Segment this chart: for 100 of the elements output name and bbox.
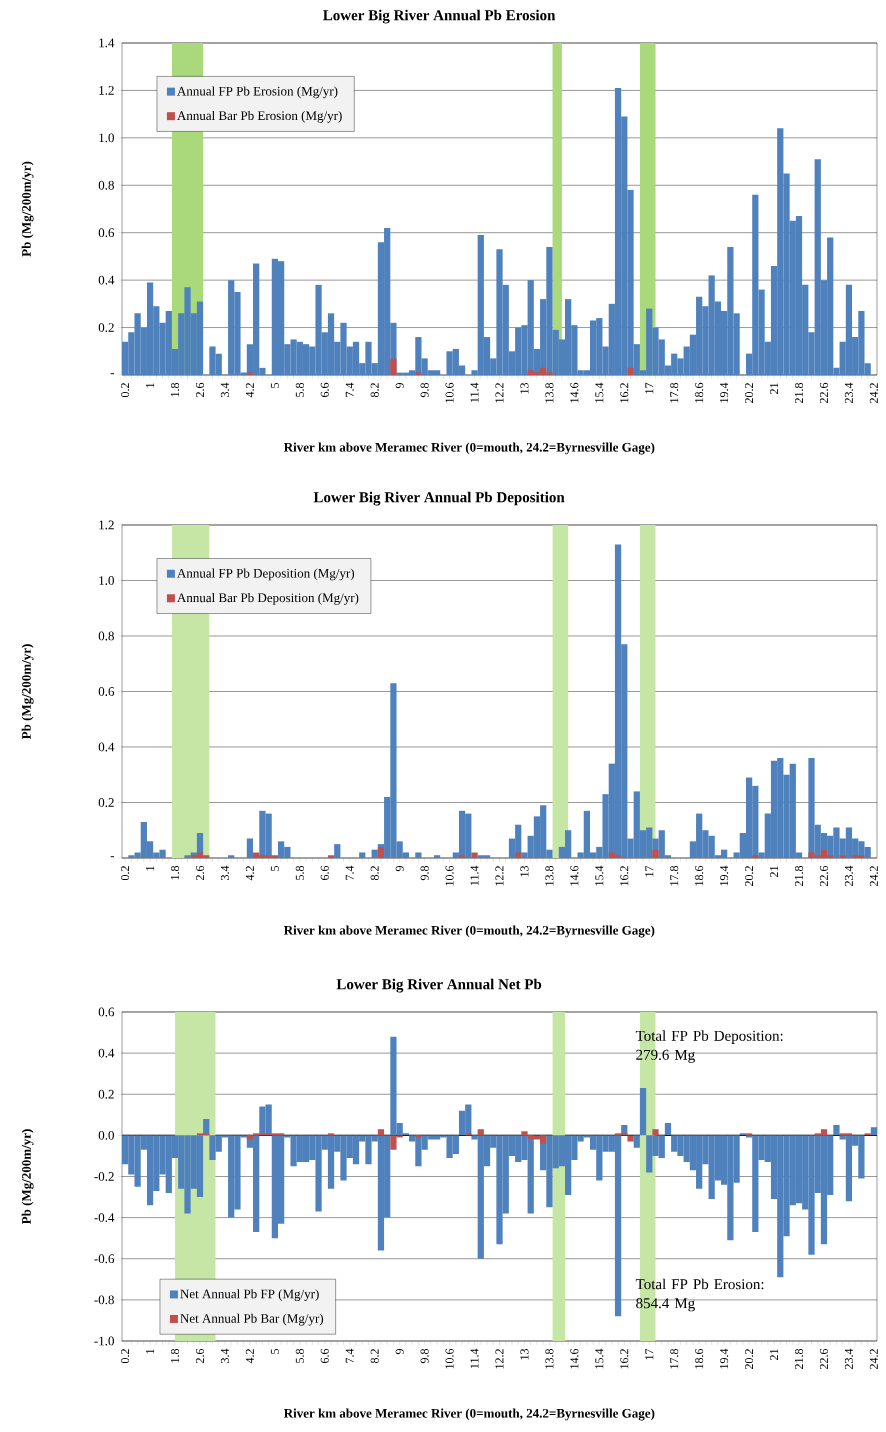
x-tick-label: 0.2	[121, 383, 130, 398]
x-tick-label: 7.4	[345, 865, 354, 880]
y-tick-label: 0.4	[98, 275, 115, 285]
x-tick-label: 1.8	[170, 865, 180, 880]
y-tick-label: 0.6	[98, 1007, 115, 1017]
y-tick-label: 0.4	[98, 742, 115, 752]
x-tick-label: 6.6	[320, 382, 329, 397]
x-tick-label: 14.6	[570, 382, 579, 403]
x-tick-label: 18.6	[695, 1348, 704, 1369]
x-tick-label: 13.8	[545, 1349, 554, 1369]
y-tick-label: -0.6	[94, 1254, 115, 1264]
x-tick-label: 2.6	[195, 1348, 205, 1363]
x-tick-label: 13	[520, 382, 529, 394]
x-tick-label: 10.6	[445, 1348, 454, 1369]
x-tick-label: 3.4	[220, 382, 230, 397]
x-tick-label: 16.2	[620, 383, 629, 403]
x-tick-label: 8.2	[370, 1349, 379, 1364]
x-tick-label: 16.2	[620, 1349, 629, 1369]
legend-label: Annual FP Pb Deposition (Mg/yr)	[177, 568, 355, 581]
x-tick-label: 20.2	[745, 383, 754, 403]
y-tick-label: -	[110, 856, 114, 858]
x-tick-label: 2.6	[195, 865, 205, 880]
x-tick-label: 5.8	[295, 1349, 304, 1363]
x-tick-label: 23.4	[844, 865, 853, 886]
legend-label: Net Annual Pb FP (Mg/yr)	[180, 1289, 319, 1302]
x-tick-label: 24.2	[869, 866, 878, 886]
x-tick-label: 17	[645, 865, 654, 877]
x-tick-label: 15.4	[595, 865, 604, 886]
x-tick-label: 21.8	[794, 1349, 804, 1369]
chart-title: Lower Big River Annual Net Pb	[336, 978, 542, 993]
x-tick-label: 1.8	[170, 382, 180, 397]
x-tick-label: 23.4	[844, 382, 853, 403]
x-tick-label: 4.2	[245, 866, 254, 881]
x-tick-label: 11.4	[470, 382, 479, 403]
legend-label: Annual FP Pb Erosion (Mg/yr)	[177, 86, 338, 99]
y-tick-label: -0.4	[94, 1213, 115, 1223]
x-tick-label: 2.6	[195, 382, 205, 397]
x-tick-label: 17	[645, 382, 654, 394]
y-tick-label: -	[110, 373, 114, 375]
x-tick-label: 1	[146, 866, 155, 871]
x-tick-label: 4.2	[245, 383, 254, 398]
x-tick-label: 11.4	[470, 865, 479, 886]
x-axis-title: River km above Meramec River (0=mouth, 24.2=Byrnesville Gage)	[283, 442, 655, 455]
x-tick-label: 6.6	[320, 865, 329, 881]
y-tick-label: 1.2	[99, 520, 114, 530]
y-axis-title: Pb (Mg/200m/yr)	[21, 1129, 34, 1225]
x-tick-label: 12.2	[495, 866, 504, 886]
chart-title: Lower Big River Annual Pb Erosion	[323, 9, 556, 24]
x-tick-label: 3.4	[220, 1348, 230, 1363]
x-tick-label: 22.6	[819, 1348, 829, 1369]
x-tick-label: 21	[770, 1349, 779, 1360]
x-tick-label: 3.4	[220, 865, 230, 880]
y-axis-title: Pb (Mg/200m/yr)	[21, 161, 34, 257]
legend-label: Annual Bar Pb Deposition (Mg/yr)	[177, 593, 359, 605]
x-tick-label: 5	[270, 865, 279, 871]
x-tick-label: 24.2	[869, 383, 878, 403]
x-tick-label: 5.8	[295, 382, 304, 397]
x-tick-label: 5	[270, 382, 279, 388]
x-tick-label: 0.2	[121, 866, 130, 881]
x-tick-label: 22.6	[819, 865, 829, 886]
y-tick-label: 0.8	[98, 631, 114, 641]
x-axis-title: River km above Meramec River (0=mouth, 24.2=Byrnesville Gage)	[283, 925, 655, 938]
x-tick-label: 10.6	[445, 382, 454, 403]
x-tick-label: 14.6	[570, 865, 579, 886]
y-tick-label: 1.2	[99, 86, 114, 95]
x-tick-label: 8.2	[370, 866, 379, 881]
y-tick-label: -0.8	[94, 1295, 114, 1305]
y-tick-label: 0.0	[98, 1130, 114, 1140]
annotation: Total FP Pb Deposition: 279.6 Mg	[635, 1030, 783, 1063]
x-tick-label: 17.8	[670, 382, 679, 403]
x-tick-label: 1.8	[170, 1349, 180, 1363]
annotation: Total FP Pb Erosion: 854.4 Mg	[635, 1278, 764, 1312]
x-tick-label: 5	[270, 1349, 279, 1354]
legend-label: Annual Bar Pb Erosion (Mg/yr)	[177, 110, 342, 123]
x-tick-label: 17.8	[670, 865, 679, 886]
chart-title: Lower Big River Annual Pb Deposition	[313, 491, 565, 506]
x-tick-label: 13	[520, 865, 529, 877]
x-tick-label: 13.8	[545, 865, 554, 886]
x-tick-label: 14.6	[570, 1348, 579, 1369]
legend-label: Net Annual Pb Bar (Mg/yr)	[180, 1313, 324, 1326]
x-tick-label: 19.4	[720, 382, 729, 403]
y-tick-label: 0.4	[98, 1048, 115, 1058]
x-tick-label: 18.6	[695, 865, 704, 886]
x-tick-label: 20.2	[745, 866, 754, 886]
y-tick-label: 1.0	[99, 576, 114, 585]
y-tick-label: 0.2	[98, 1089, 114, 1099]
x-tick-label: 10.6	[445, 865, 454, 886]
x-tick-label: 6.6	[320, 1348, 329, 1364]
x-tick-label: 9.8	[420, 382, 429, 398]
x-tick-label: 1	[146, 383, 155, 388]
y-tick-label: 1.0	[99, 133, 114, 143]
x-tick-label: 1	[146, 1349, 155, 1354]
x-tick-label: 15.4	[595, 1348, 604, 1369]
x-tick-label: 17	[645, 1348, 654, 1360]
x-tick-label: 21.8	[794, 865, 804, 886]
x-tick-label: 7.4	[345, 382, 354, 397]
y-tick-label: 0.2	[98, 798, 114, 807]
x-tick-label: 21.8	[794, 382, 804, 403]
y-tick-label: 0.6	[98, 228, 115, 238]
y-tick-label: -0.2	[94, 1172, 114, 1181]
